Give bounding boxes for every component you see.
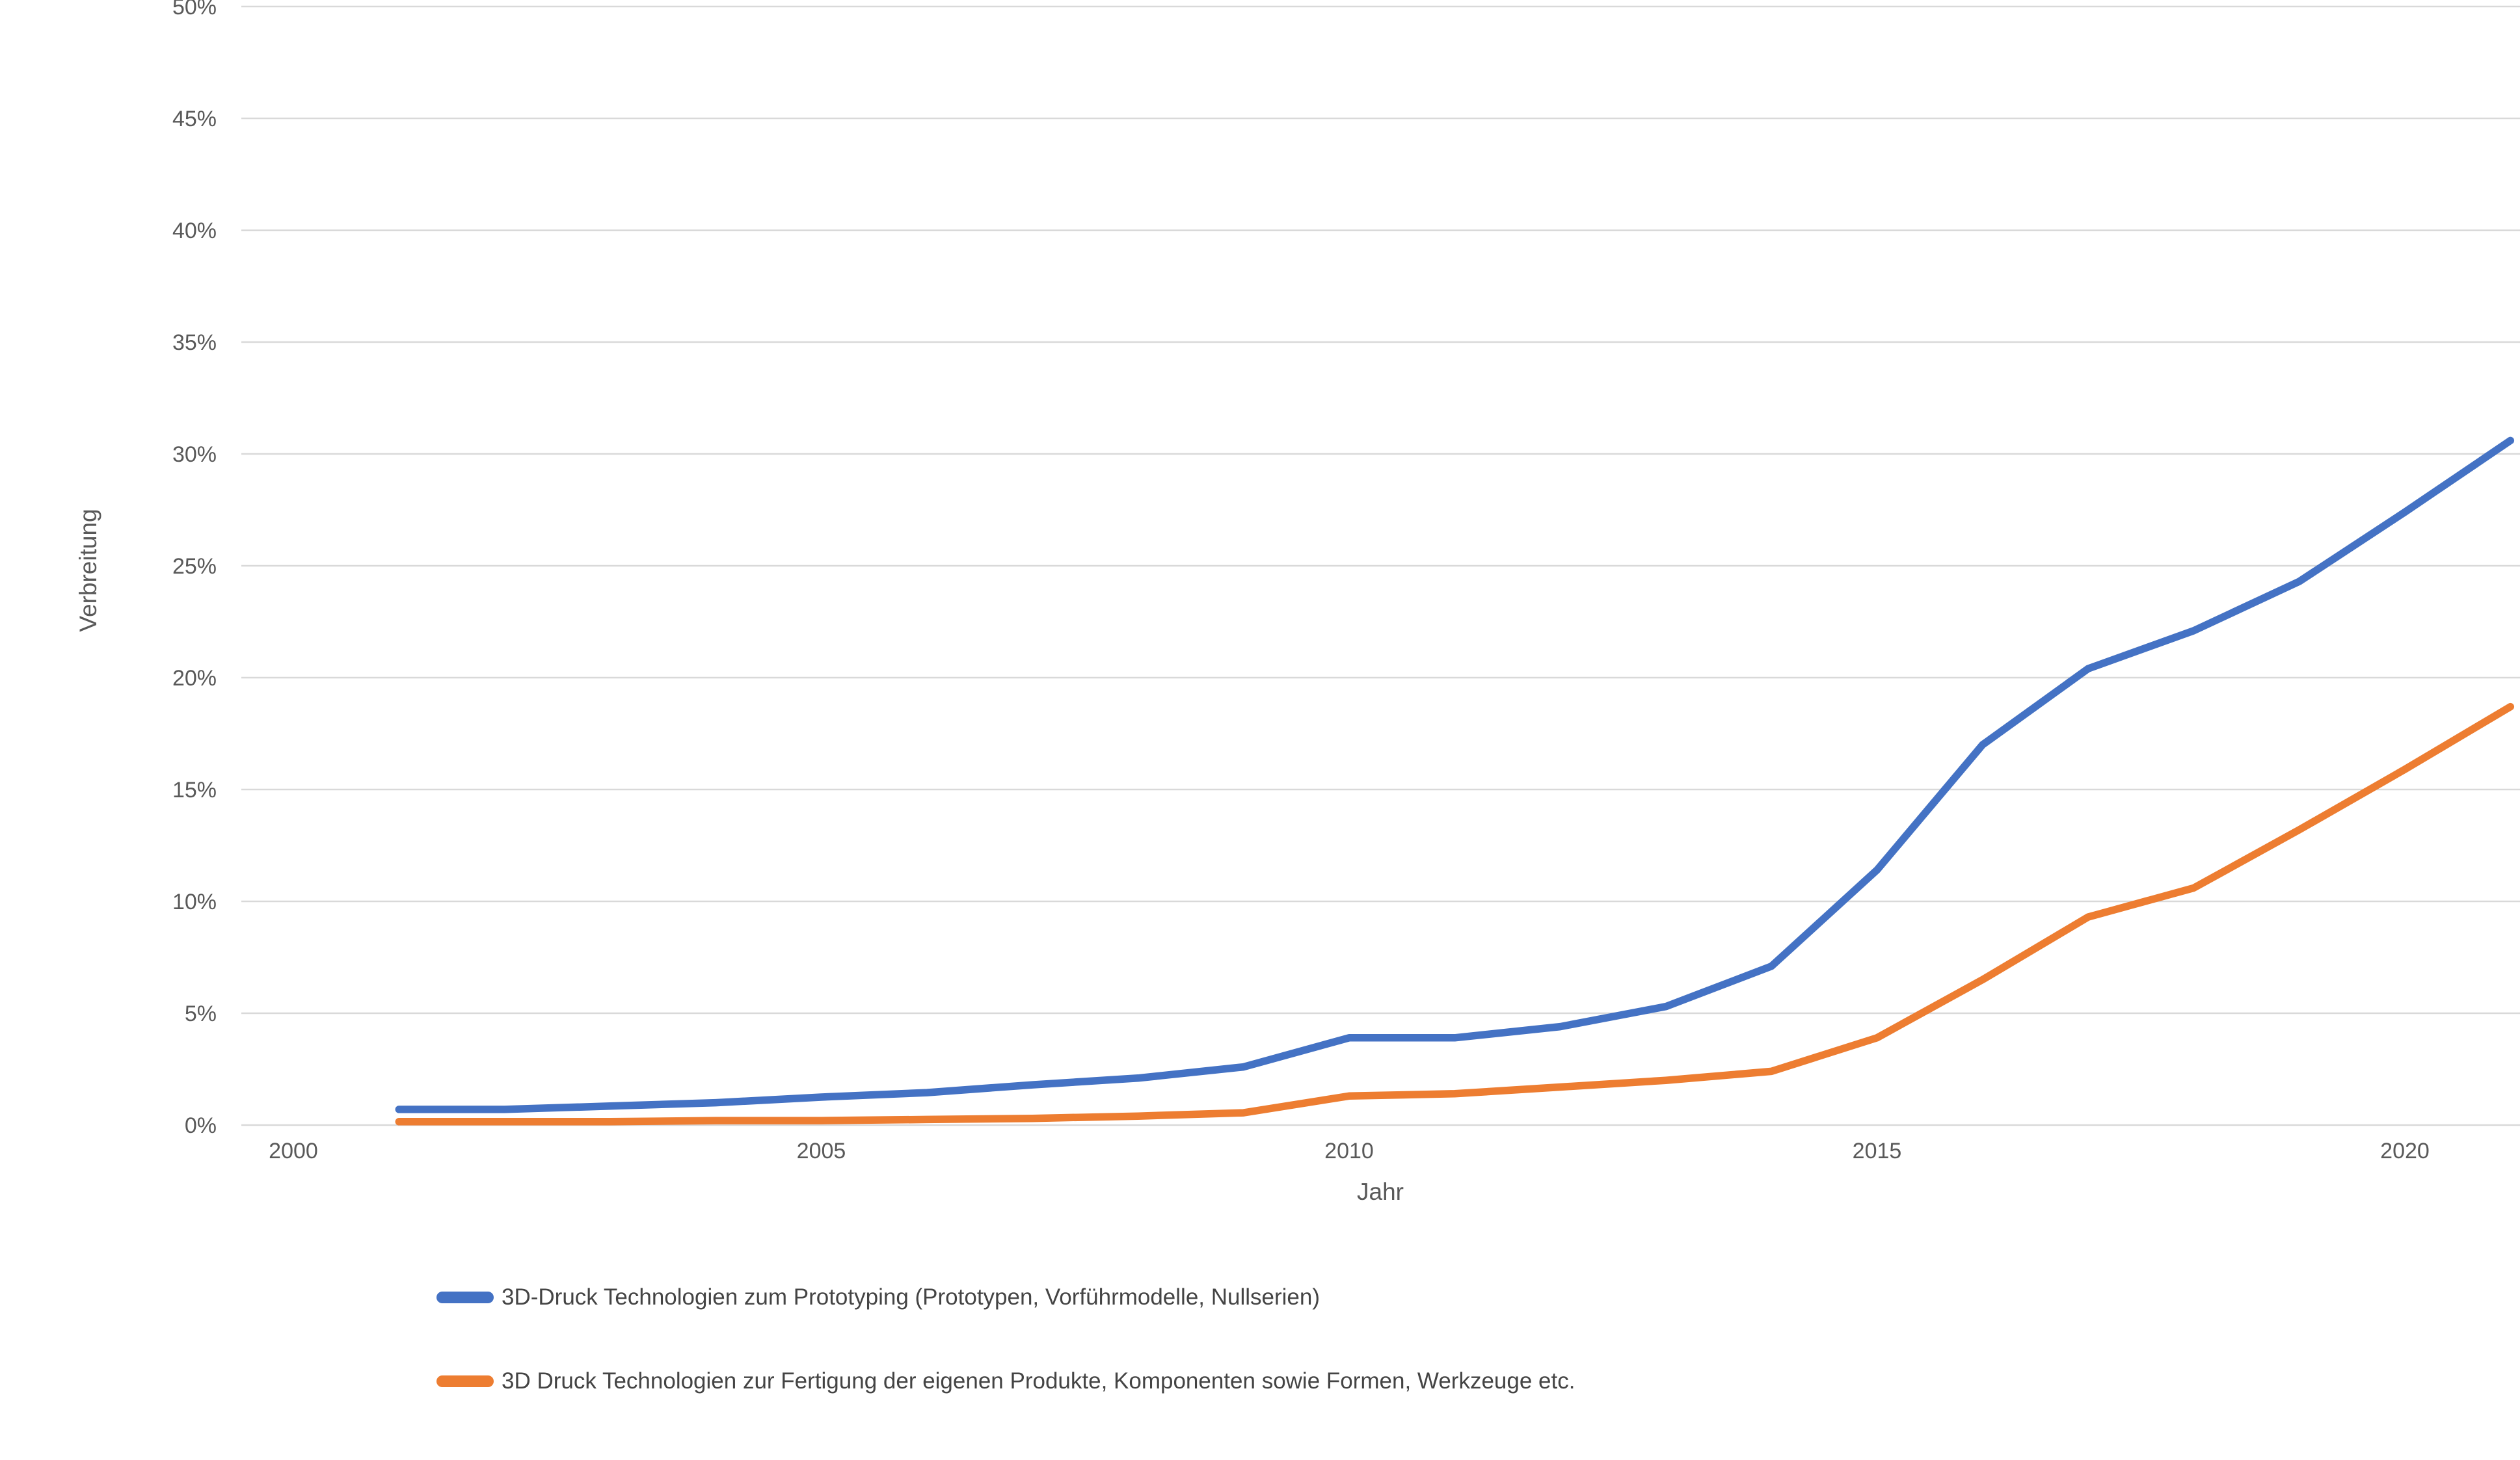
- series-lines: [395, 436, 2515, 1126]
- y-tick-10%: 10%: [172, 890, 217, 914]
- x-tick-2000: 2000: [269, 1139, 318, 1163]
- y-tick-0%: 0%: [185, 1113, 217, 1138]
- legend: 3D-Druck Technologien zum Prototyping (P…: [436, 1282, 1575, 1396]
- x-tick-2020: 2020: [2380, 1139, 2430, 1163]
- y-tick-45%: 45%: [172, 107, 217, 131]
- y-axis-tick-labels: 0% 5% 10% 15% 20% 25% 30% 35% 40% 45% 50%: [172, 0, 217, 1138]
- legend-item-fertigung: 3D Druck Technologien zur Fertigung der …: [436, 1366, 1575, 1396]
- y-tick-15%: 15%: [172, 778, 217, 803]
- x-tick-2015: 2015: [1853, 1139, 1902, 1163]
- legend-label-prototyping: 3D-Druck Technologien zum Prototyping (P…: [502, 1284, 1320, 1310]
- y-tick-50%: 50%: [172, 0, 217, 20]
- y-tick-20%: 20%: [172, 666, 217, 691]
- x-tick-2010: 2010: [1324, 1139, 1374, 1163]
- y-tick-40%: 40%: [172, 219, 217, 243]
- gridlines: [241, 5, 2520, 1126]
- series-line-0: [395, 436, 2515, 1113]
- y-tick-5%: 5%: [185, 1002, 217, 1026]
- x-tick-2005: 2005: [797, 1139, 846, 1163]
- legend-line-swatch-blue: [436, 1292, 494, 1303]
- legend-label-fertigung: 3D Druck Technologien zur Fertigung der …: [502, 1368, 1575, 1394]
- legend-line-swatch-orange: [436, 1375, 494, 1387]
- series-line-1: [395, 702, 2515, 1126]
- x-axis-tick-labels: 2000 2005 2010 2015 2020: [269, 1139, 2430, 1163]
- y-tick-30%: 30%: [172, 442, 217, 467]
- y-axis-title: Verbreitung: [75, 509, 101, 632]
- y-tick-35%: 35%: [172, 330, 217, 355]
- y-tick-25%: 25%: [172, 554, 217, 579]
- x-axis-title: Jahr: [1357, 1178, 1404, 1205]
- legend-item-prototyping: 3D-Druck Technologien zum Prototyping (P…: [436, 1282, 1575, 1312]
